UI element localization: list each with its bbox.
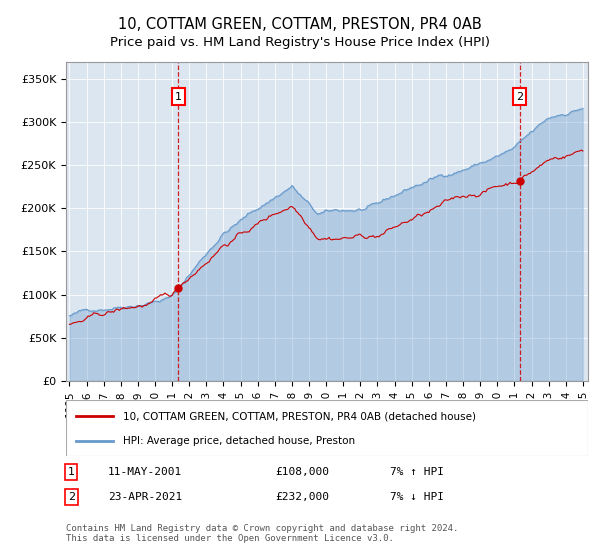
Text: Contains HM Land Registry data © Crown copyright and database right 2024.
This d: Contains HM Land Registry data © Crown c… bbox=[66, 524, 458, 543]
Text: 7% ↑ HPI: 7% ↑ HPI bbox=[389, 467, 443, 477]
Text: £232,000: £232,000 bbox=[275, 492, 329, 502]
Text: 2: 2 bbox=[68, 492, 75, 502]
Text: 10, COTTAM GREEN, COTTAM, PRESTON, PR4 0AB: 10, COTTAM GREEN, COTTAM, PRESTON, PR4 0… bbox=[118, 17, 482, 32]
Text: 1: 1 bbox=[175, 92, 182, 102]
Text: £108,000: £108,000 bbox=[275, 467, 329, 477]
Text: HPI: Average price, detached house, Preston: HPI: Average price, detached house, Pres… bbox=[124, 436, 356, 446]
Text: 10, COTTAM GREEN, COTTAM, PRESTON, PR4 0AB (detached house): 10, COTTAM GREEN, COTTAM, PRESTON, PR4 0… bbox=[124, 411, 476, 421]
Text: Price paid vs. HM Land Registry's House Price Index (HPI): Price paid vs. HM Land Registry's House … bbox=[110, 36, 490, 49]
Text: 2: 2 bbox=[516, 92, 523, 102]
Text: 7% ↓ HPI: 7% ↓ HPI bbox=[389, 492, 443, 502]
Text: 11-MAY-2001: 11-MAY-2001 bbox=[108, 467, 182, 477]
Text: 1: 1 bbox=[68, 467, 75, 477]
Text: 23-APR-2021: 23-APR-2021 bbox=[108, 492, 182, 502]
